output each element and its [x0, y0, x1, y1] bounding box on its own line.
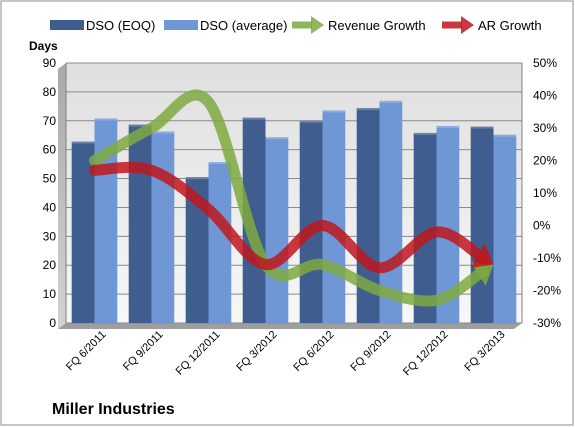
- bar-highlight: [71, 141, 95, 144]
- bar: [322, 110, 346, 323]
- bar: [151, 131, 175, 323]
- legend-label: AR Growth: [478, 18, 542, 33]
- bar-highlight: [436, 125, 460, 128]
- plot-floor: [58, 323, 522, 329]
- bar-highlight: [242, 117, 266, 120]
- y2-tick-label: -10%: [533, 251, 561, 265]
- bar-highlight: [208, 162, 232, 165]
- y-tick-label: 60: [43, 143, 57, 157]
- bar-highlight: [94, 118, 118, 121]
- bar-highlight: [470, 126, 494, 129]
- bar: [128, 124, 152, 324]
- y-tick-label: 80: [43, 85, 57, 99]
- y-tick-label: 20: [43, 258, 57, 272]
- bar: [413, 132, 437, 323]
- y-tick-label: 40: [43, 200, 57, 214]
- legend-swatch: [164, 20, 198, 30]
- y2-tick-label: 40%: [533, 89, 557, 103]
- bar-highlight: [185, 177, 209, 180]
- bar-highlight: [493, 134, 517, 137]
- bar-highlight: [151, 131, 175, 134]
- y2-tick-label: 50%: [533, 56, 557, 70]
- y2-tick-label: -30%: [533, 316, 561, 330]
- bar: [208, 162, 232, 323]
- y-axis-label: Days: [29, 39, 58, 53]
- y-tick-label: 50: [43, 172, 57, 186]
- y2-tick-label: 10%: [533, 186, 557, 200]
- bar: [265, 137, 289, 323]
- ar-growth-line: [89, 161, 489, 274]
- y2-tick-label: -20%: [533, 284, 561, 298]
- plot-side-wall: [58, 63, 66, 329]
- y-tick-label: 30: [43, 229, 57, 243]
- bar: [470, 126, 494, 323]
- bar: [242, 117, 266, 323]
- bar: [71, 141, 95, 323]
- bar-highlight: [379, 100, 403, 103]
- y2-tick-label: 0%: [533, 219, 551, 233]
- legend-swatch: [50, 20, 84, 30]
- bar-highlight: [299, 120, 323, 123]
- company-name: Miller Industries: [52, 401, 175, 418]
- bar-highlight: [356, 108, 380, 111]
- bar-highlight: [322, 110, 346, 113]
- legend-arrowhead: [461, 16, 474, 34]
- bar-highlight: [128, 124, 152, 127]
- y-tick-label: 70: [43, 114, 57, 128]
- revenue-growth-line: [89, 89, 489, 307]
- bar-highlight: [413, 132, 437, 135]
- bar-highlight: [265, 137, 289, 140]
- y-tick-label: 0: [49, 316, 56, 330]
- revenue-growth-arrowhead: [470, 262, 494, 286]
- legend-label: DSO (average): [200, 18, 287, 33]
- ar-growth-arrowhead: [470, 243, 494, 268]
- legend-arrowhead: [311, 16, 324, 34]
- y2-tick-label: 20%: [533, 154, 557, 168]
- y-tick-label: 90: [43, 56, 57, 70]
- bar: [436, 125, 460, 323]
- legend-label: DSO (EOQ): [86, 18, 155, 33]
- y-tick-label: 10: [43, 287, 57, 301]
- legend-label: Revenue Growth: [328, 18, 426, 33]
- y2-tick-label: 30%: [533, 121, 557, 135]
- bar: [493, 134, 517, 323]
- bar: [185, 177, 209, 323]
